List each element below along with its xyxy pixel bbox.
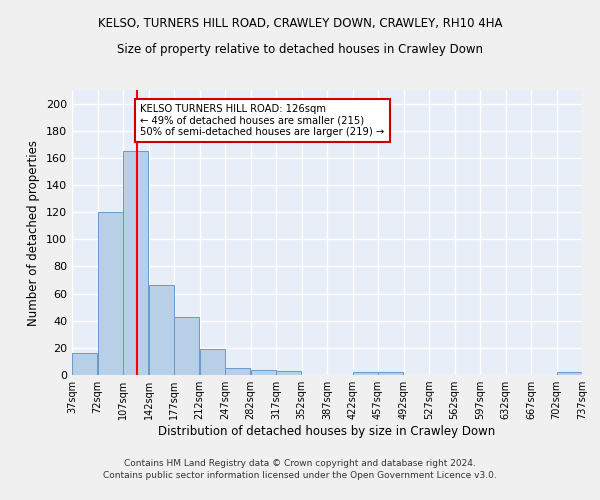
Bar	[98, 212, 123, 375]
X-axis label: Distribution of detached houses by size in Crawley Down: Distribution of detached houses by size …	[158, 425, 496, 438]
Bar	[276, 371, 301, 375]
Text: KELSO, TURNERS HILL ROAD, CRAWLEY DOWN, CRAWLEY, RH10 4HA: KELSO, TURNERS HILL ROAD, CRAWLEY DOWN, …	[98, 18, 502, 30]
Bar	[149, 286, 174, 375]
Text: KELSO TURNERS HILL ROAD: 126sqm
← 49% of detached houses are smaller (215)
50% o: KELSO TURNERS HILL ROAD: 126sqm ← 49% of…	[140, 104, 385, 137]
Text: Size of property relative to detached houses in Crawley Down: Size of property relative to detached ho…	[117, 42, 483, 56]
Bar	[200, 349, 225, 375]
Text: Contains HM Land Registry data © Crown copyright and database right 2024.
Contai: Contains HM Land Registry data © Crown c…	[103, 458, 497, 480]
Y-axis label: Number of detached properties: Number of detached properties	[28, 140, 40, 326]
Bar	[174, 316, 199, 375]
Bar	[123, 151, 148, 375]
Bar	[378, 372, 403, 375]
Bar	[557, 372, 582, 375]
Bar	[251, 370, 276, 375]
Bar	[353, 372, 378, 375]
Bar	[72, 354, 97, 375]
Bar	[225, 368, 250, 375]
